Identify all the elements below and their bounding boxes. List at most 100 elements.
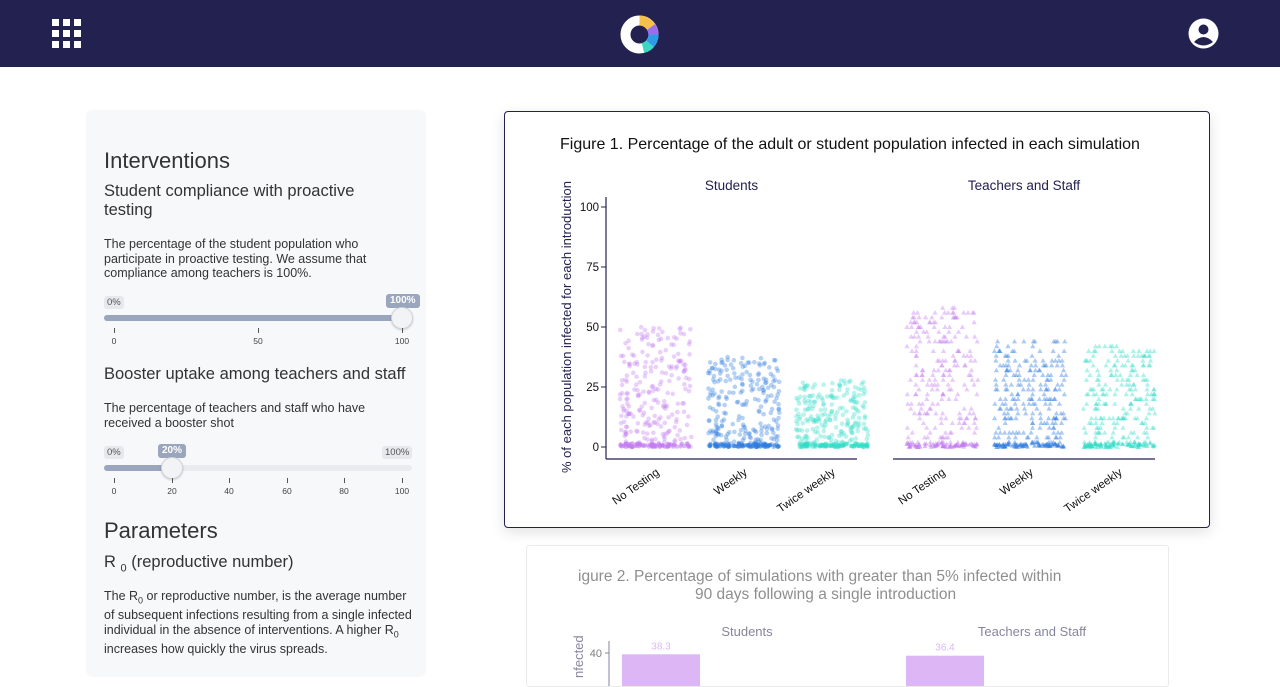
panel-title: Teachers and Staff	[978, 624, 1087, 639]
data-point	[617, 396, 623, 402]
slider-tick-label: 40	[224, 486, 234, 496]
data-point	[946, 372, 953, 377]
data-point	[1132, 442, 1138, 447]
data-point	[844, 422, 850, 428]
data-point	[1150, 396, 1156, 401]
data-point	[1000, 444, 1006, 449]
data-point	[824, 394, 830, 399]
data-point	[907, 444, 913, 449]
data-point	[1006, 439, 1012, 445]
data-point	[672, 439, 677, 444]
data-point	[948, 386, 954, 392]
data-point	[997, 406, 1003, 411]
data-point	[1136, 441, 1141, 446]
data-point	[1013, 430, 1019, 435]
slider-min-label: 0%	[104, 296, 124, 309]
data-point	[840, 412, 846, 418]
data-point	[1029, 415, 1035, 421]
data-point	[716, 395, 721, 401]
data-point	[997, 348, 1003, 353]
grid-icon[interactable]	[52, 19, 81, 48]
data-point	[626, 361, 632, 366]
data-point	[642, 422, 648, 427]
data-point	[848, 443, 854, 449]
account-circle-icon[interactable]	[1188, 18, 1219, 49]
data-point	[665, 430, 670, 436]
data-point	[740, 355, 745, 361]
data-point	[1096, 382, 1102, 387]
data-point	[1031, 372, 1037, 377]
data-point	[619, 391, 625, 396]
data-point	[732, 384, 738, 390]
data-point	[948, 443, 953, 448]
data-point	[1043, 386, 1049, 392]
data-point	[904, 324, 910, 329]
data-point	[1047, 401, 1053, 406]
data-point	[856, 443, 861, 449]
booster-slider[interactable]: 0% 20% 100% 0 20 40 60 80 100	[104, 444, 413, 506]
data-point	[1124, 410, 1130, 416]
data-point	[812, 382, 818, 387]
data-point	[628, 429, 633, 434]
data-point	[620, 353, 626, 359]
data-point	[833, 413, 838, 418]
data-point	[646, 389, 652, 394]
data-point	[1056, 401, 1063, 406]
data-point	[1036, 396, 1042, 401]
data-point	[861, 405, 867, 410]
panel-title: Teachers and Staff	[968, 178, 1081, 193]
data-point	[1108, 372, 1114, 377]
data-point	[732, 443, 737, 449]
data-point	[712, 391, 717, 396]
y-tick-label: 25	[586, 382, 599, 394]
data-point	[997, 348, 1003, 353]
data-point	[626, 411, 632, 417]
data-point	[677, 326, 682, 332]
data-point	[955, 439, 961, 445]
ring-logo-icon[interactable]	[620, 15, 659, 54]
data-point	[1043, 382, 1049, 387]
slider-handle[interactable]	[161, 457, 183, 479]
data-point	[660, 403, 666, 409]
data-point	[821, 428, 827, 434]
data-point	[1003, 386, 1009, 392]
data-point	[930, 372, 936, 377]
data-point	[1131, 353, 1137, 358]
data-point	[1005, 353, 1011, 358]
data-point	[963, 334, 970, 339]
data-point	[845, 421, 851, 427]
data-point	[635, 331, 640, 337]
data-point	[952, 314, 959, 320]
data-point	[1007, 367, 1013, 373]
slider-track[interactable]	[104, 465, 412, 471]
data-point	[1043, 442, 1049, 448]
data-point	[1053, 415, 1060, 421]
data-point	[1095, 425, 1101, 430]
data-point	[1061, 348, 1067, 353]
data-point	[1096, 377, 1102, 382]
data-point	[913, 372, 919, 377]
data-point	[1144, 386, 1150, 392]
data-point	[1059, 362, 1066, 368]
data-point	[1124, 382, 1130, 387]
data-point	[1048, 372, 1054, 377]
data-point	[931, 367, 937, 373]
data-point	[1029, 420, 1036, 425]
compliance-slider[interactable]: 0% 100% 0 50 100	[104, 294, 420, 356]
slider-handle[interactable]	[391, 307, 413, 329]
data-point	[922, 441, 928, 446]
data-point	[1038, 415, 1044, 421]
slider-track[interactable]	[104, 315, 412, 321]
data-point	[772, 399, 777, 405]
data-point	[1106, 444, 1113, 449]
data-bar	[622, 654, 700, 686]
data-point	[942, 358, 949, 363]
data-point	[1126, 442, 1132, 447]
data-point	[1048, 396, 1054, 401]
slider-value-label: 100%	[386, 294, 420, 308]
data-point	[913, 382, 919, 387]
data-point	[801, 412, 806, 417]
data-point	[738, 360, 744, 366]
data-point	[706, 386, 711, 391]
data-point	[706, 418, 712, 423]
